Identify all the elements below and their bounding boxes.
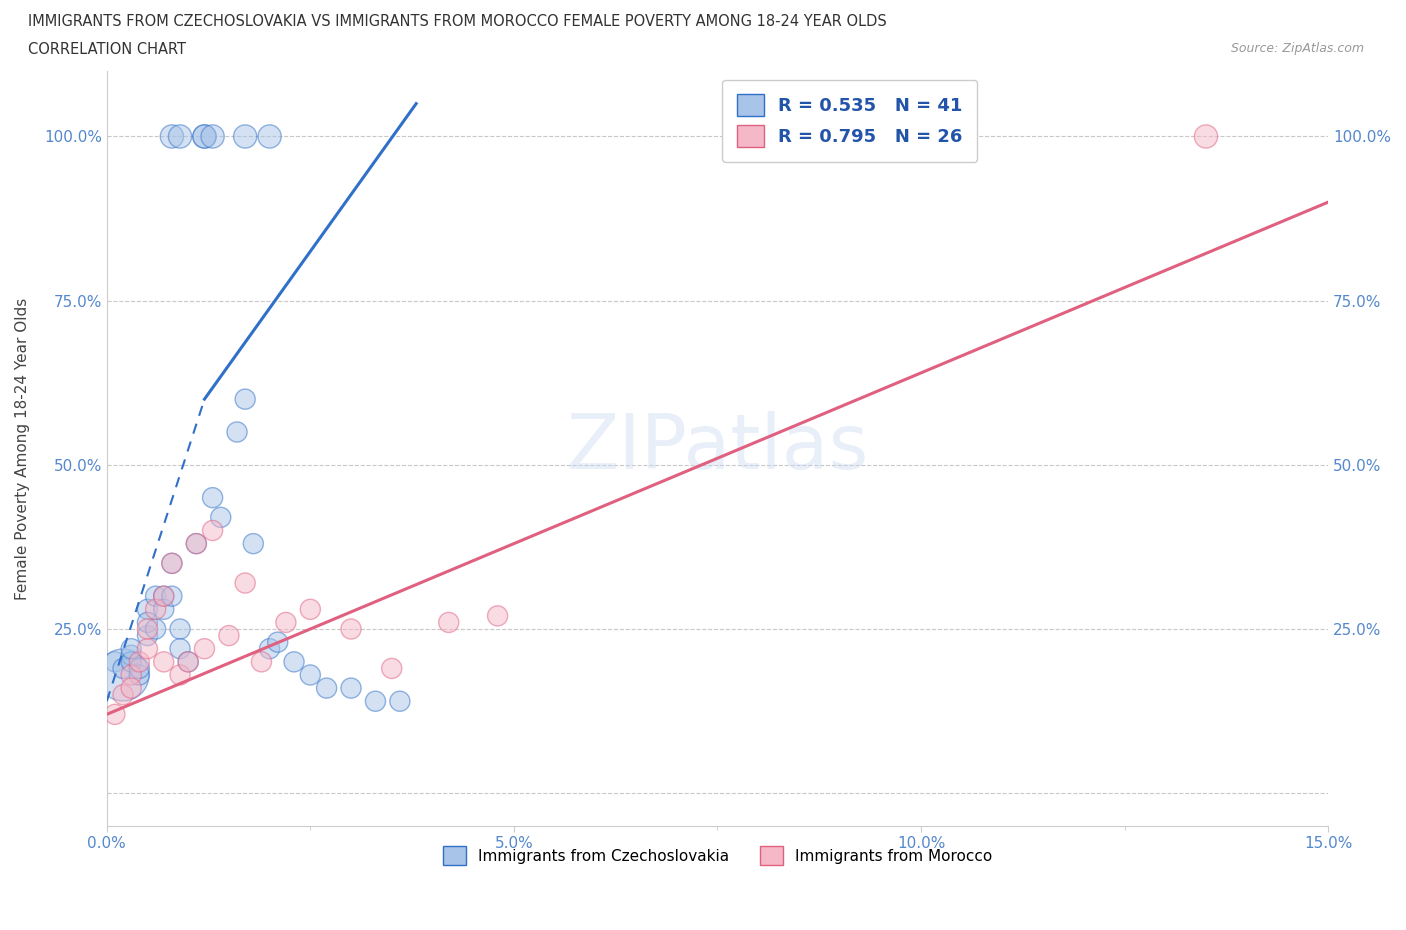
Text: IMMIGRANTS FROM CZECHOSLOVAKIA VS IMMIGRANTS FROM MOROCCO FEMALE POVERTY AMONG 1: IMMIGRANTS FROM CZECHOSLOVAKIA VS IMMIGR… bbox=[28, 14, 887, 29]
Point bbox=[177, 655, 200, 670]
Point bbox=[112, 687, 135, 702]
Point bbox=[274, 615, 297, 630]
Point bbox=[193, 129, 215, 144]
Point bbox=[120, 642, 142, 657]
Point bbox=[152, 602, 174, 617]
Point bbox=[104, 655, 127, 670]
Legend: Immigrants from Czechoslovakia, Immigrants from Morocco: Immigrants from Czechoslovakia, Immigran… bbox=[437, 841, 998, 871]
Point bbox=[145, 602, 167, 617]
Point bbox=[299, 668, 322, 683]
Point bbox=[169, 668, 191, 683]
Point bbox=[201, 129, 224, 144]
Point bbox=[136, 628, 159, 643]
Point bbox=[259, 129, 281, 144]
Point bbox=[128, 668, 150, 683]
Point bbox=[136, 615, 159, 630]
Point bbox=[136, 642, 159, 657]
Point bbox=[112, 668, 135, 683]
Point bbox=[267, 634, 290, 649]
Point bbox=[340, 681, 363, 696]
Point bbox=[364, 694, 387, 709]
Point bbox=[201, 523, 224, 538]
Point bbox=[283, 655, 305, 670]
Point bbox=[437, 615, 460, 630]
Point bbox=[160, 129, 183, 144]
Point bbox=[340, 621, 363, 636]
Point bbox=[186, 537, 208, 551]
Point bbox=[136, 602, 159, 617]
Y-axis label: Female Poverty Among 18-24 Year Olds: Female Poverty Among 18-24 Year Olds bbox=[15, 298, 30, 600]
Point bbox=[152, 589, 174, 604]
Point bbox=[120, 648, 142, 663]
Point bbox=[128, 655, 150, 670]
Point bbox=[186, 537, 208, 551]
Point bbox=[299, 602, 322, 617]
Point bbox=[233, 576, 256, 591]
Point bbox=[315, 681, 337, 696]
Point bbox=[145, 589, 167, 604]
Point bbox=[112, 661, 135, 676]
Point bbox=[160, 556, 183, 571]
Point bbox=[169, 642, 191, 657]
Point bbox=[1195, 129, 1218, 144]
Point bbox=[145, 621, 167, 636]
Point bbox=[218, 628, 240, 643]
Point bbox=[152, 655, 174, 670]
Point bbox=[388, 694, 411, 709]
Text: CORRELATION CHART: CORRELATION CHART bbox=[28, 42, 186, 57]
Point bbox=[486, 608, 509, 623]
Point bbox=[201, 490, 224, 505]
Point bbox=[128, 661, 150, 676]
Point bbox=[169, 129, 191, 144]
Point bbox=[104, 707, 127, 722]
Point bbox=[226, 425, 249, 440]
Point bbox=[177, 655, 200, 670]
Point bbox=[120, 655, 142, 670]
Point bbox=[193, 642, 215, 657]
Point bbox=[169, 621, 191, 636]
Point bbox=[152, 589, 174, 604]
Point bbox=[160, 556, 183, 571]
Text: Source: ZipAtlas.com: Source: ZipAtlas.com bbox=[1230, 42, 1364, 55]
Point bbox=[242, 537, 264, 551]
Point bbox=[120, 668, 142, 683]
Point bbox=[120, 681, 142, 696]
Point bbox=[259, 642, 281, 657]
Text: ZIPatlas: ZIPatlas bbox=[567, 411, 869, 485]
Point bbox=[381, 661, 404, 676]
Point bbox=[160, 589, 183, 604]
Point bbox=[209, 510, 232, 525]
Point bbox=[136, 621, 159, 636]
Point bbox=[233, 129, 256, 144]
Point bbox=[250, 655, 273, 670]
Point bbox=[193, 129, 215, 144]
Point bbox=[233, 392, 256, 406]
